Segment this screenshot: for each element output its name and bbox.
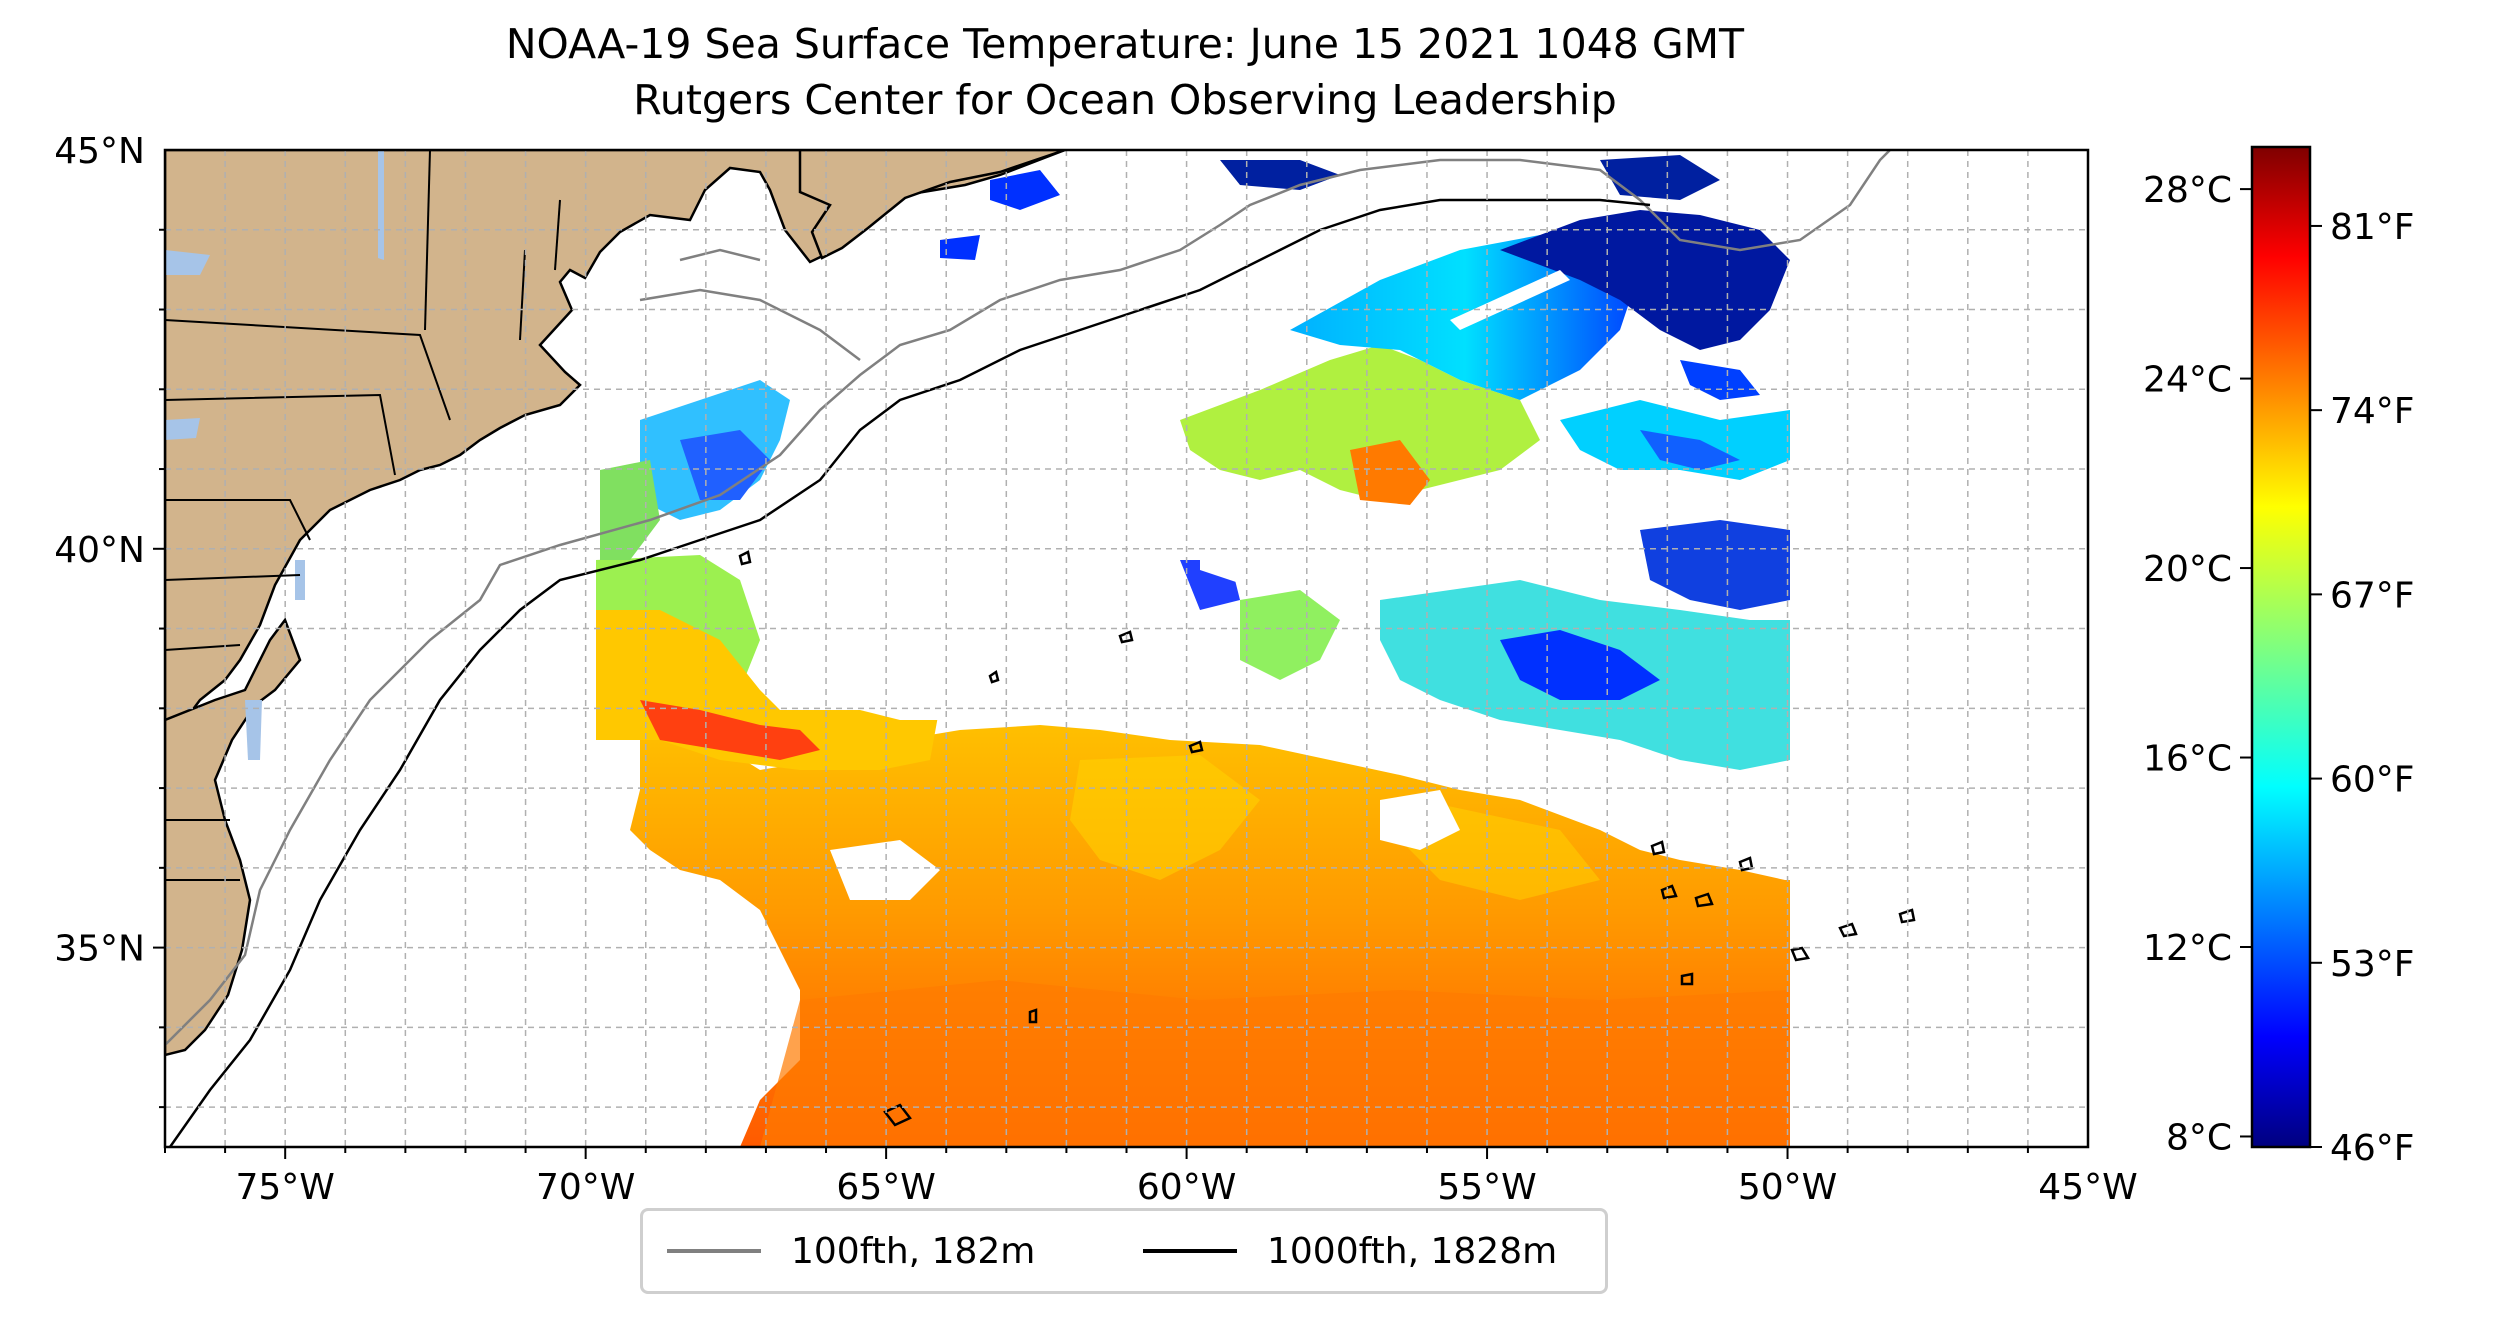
lon-tick-label: 75°W [235, 1167, 334, 1208]
land-northeast-us [165, 150, 1066, 722]
legend-item-100fth: 100fth, 182m [667, 1229, 1035, 1273]
legend-label-1000fth: 1000fth, 1828m [1267, 1230, 1558, 1272]
bathymetry-1000fth [168, 198, 1916, 1147]
legend-swatch-100fth [667, 1249, 761, 1253]
map-axes: 75°W 70°W 65°W 60°W 55°W 50°W 45°W 45°N 40°N 35°N [54, 131, 2137, 1208]
celsius-tick-label: 12°C [2143, 928, 2232, 969]
inland-water [165, 150, 384, 760]
sst-central-north [1180, 210, 1790, 505]
fahrenheit-tick-label: 81°F [2330, 207, 2415, 248]
celsius-tick-label: 20°C [2143, 549, 2232, 590]
chart-subtitle: Rutgers Center for Ocean Observing Leade… [633, 76, 1617, 124]
colorbar: 28°C 24°C 20°C 16°C 12°C 8°C 81°F 74°F 67°F 60°F 5… [2143, 145, 2415, 1169]
sst-central-mid [1180, 520, 1790, 770]
celsius-tick-label: 28°C [2143, 170, 2232, 211]
lon-tick-label: 70°W [536, 1167, 635, 1208]
colorbar-ticks: 28°C 24°C 20°C 16°C 12°C 8°C 81°F 74°F 67°F 60°F 5… [2143, 170, 2414, 1169]
fahrenheit-tick-label: 74°F [2330, 391, 2415, 432]
state-borders [165, 150, 561, 881]
lon-tick-label: 60°W [1137, 1167, 1236, 1208]
fahrenheit-tick-label: 67°F [2330, 575, 2415, 616]
lon-tick-label: 65°W [836, 1167, 935, 1208]
legend-label-100fth: 100fth, 182m [791, 1230, 1036, 1272]
sst-warm-south [630, 720, 1790, 1147]
legend: 100fth, 182m 1000fth, 1828m [640, 1208, 1608, 1294]
legend-item-1000fth: 1000fth, 1828m [1143, 1229, 1557, 1273]
celsius-tick-label: 8°C [2166, 1117, 2232, 1158]
sst-west-strip [596, 380, 940, 770]
sst-northern-scraps [940, 155, 1760, 400]
land-nova-scotia [798, 150, 1066, 260]
celsius-tick-label: 16°C [2143, 739, 2232, 780]
bathymetry-100fth [165, 150, 1891, 1046]
lat-tick-label: 35°N [54, 929, 145, 970]
lon-tick-label: 45°W [2038, 1167, 2137, 1208]
map-area [165, 150, 2088, 1147]
chart-title: NOAA-19 Sea Surface Temperature: June 15… [505, 20, 1745, 68]
lat-tick-label: 40°N [54, 530, 145, 571]
cloud-mask [780, 450, 1790, 900]
fahrenheit-tick-label: 46°F [2330, 1128, 2415, 1169]
fahrenheit-tick-label: 53°F [2330, 944, 2415, 985]
celsius-tick-label: 24°C [2143, 360, 2232, 401]
fahrenheit-tick-label: 60°F [2330, 760, 2415, 801]
colorbar-frame [2250, 145, 2312, 1149]
colorbar-gradient [2252, 147, 2310, 1147]
lon-tick-label: 50°W [1738, 1167, 1837, 1208]
lat-tick-label: 45°N [54, 131, 145, 172]
land-midatlantic [165, 617, 302, 1057]
lon-tick-label: 55°W [1437, 1167, 1536, 1208]
graticule [165, 150, 2088, 1147]
legend-swatch-1000fth [1143, 1249, 1237, 1253]
